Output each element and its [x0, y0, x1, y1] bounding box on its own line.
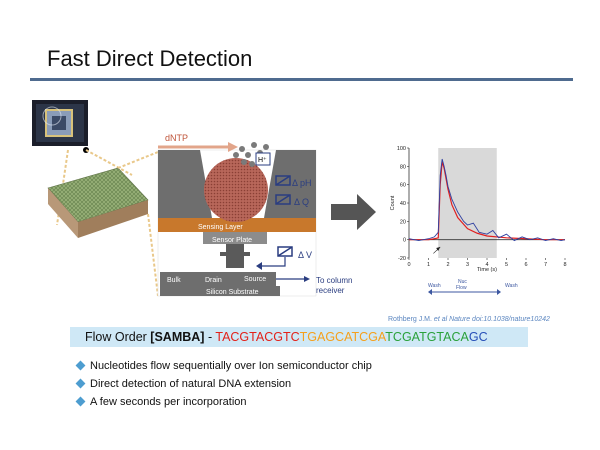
delta-q-label: Δ Q [294, 197, 309, 207]
ion-well-diagram [157, 149, 317, 297]
receiver-label: receiver [316, 286, 345, 295]
x-tick-label: 3 [466, 262, 469, 268]
drain-label: Drain [205, 277, 222, 284]
flow-order-sequence: TACGTACGTCTGAGCATCGATCGATGTACAGC [215, 330, 487, 344]
x-tick-label: 7 [544, 262, 547, 268]
series-line-2 [408, 158, 566, 242]
delta-v-label: Δ V [298, 250, 312, 260]
y-tick-label: 80 [400, 164, 406, 170]
flow-order-name: [SAMBA] [150, 330, 205, 344]
x-axis-label: Time (s) [477, 267, 497, 273]
feedback-line [262, 257, 286, 267]
phase-label-wash-1: Wash [428, 283, 441, 289]
feedback-arrowhead [256, 262, 262, 270]
flow-order-text: Flow Order [SAMBA] - TACGTACGTCTGAGCATCG… [85, 330, 488, 344]
sequence-segment: TACGTACGTC [215, 330, 300, 344]
dntp-label: dNTP [165, 133, 188, 143]
flow-order-bar [70, 327, 528, 347]
citation-ref: et al Nature doi:10.1038/nature10242 [433, 316, 550, 323]
chip-photo [32, 100, 88, 146]
sequence-segment: TCGATGTACA [385, 330, 469, 344]
title-divider [30, 78, 573, 81]
source-label: Source [244, 276, 266, 283]
y-tick-label: 60 [400, 183, 406, 189]
y-tick-label: 100 [397, 146, 406, 152]
delta-ph-label: Δ pH [292, 178, 312, 188]
sequence-segment: GC [468, 330, 488, 344]
h-plus-box [255, 152, 271, 166]
x-tick-label: 4 [485, 262, 488, 268]
y-tick-label: 20 [400, 219, 406, 225]
dna-bead [204, 158, 268, 222]
series-line-1 [409, 161, 565, 241]
zoom-line-upper [117, 151, 159, 169]
diamond-icon [75, 360, 86, 371]
nucleotide-molecules [233, 142, 269, 167]
x-tick-label: 6 [524, 262, 527, 268]
x-tick-label: 8 [563, 262, 566, 268]
sensor-grid [47, 167, 149, 238]
nuc-flow-region [438, 148, 497, 258]
bulk-label: Bulk [167, 277, 181, 284]
sensor-symbol-q [275, 194, 291, 205]
onset-pointer-head [436, 247, 441, 251]
citation-authors: Rothberg J.M. [388, 316, 432, 323]
citation: Rothberg J.M. et al Nature doi:10.1038/n… [388, 316, 550, 323]
sensor-plate-label: Sensor Plate [212, 237, 252, 244]
phase-label-wash-2: Wash [505, 283, 518, 289]
bullet-item: Nucleotides flow sequentially over Ion s… [75, 357, 372, 375]
sensing-layer-label: Sensing Layer [198, 224, 243, 231]
zoom-line-top [85, 149, 133, 176]
silicon-substrate-label: Silicon Substrate [206, 289, 259, 296]
sensor-symbol-v [277, 246, 293, 257]
phase-arrows [428, 289, 501, 295]
flow-arrow-icon [331, 194, 376, 230]
h-plus-label: H⁺ [258, 157, 267, 164]
y-tick-label: 40 [400, 201, 406, 207]
sensor-symbol-ph [275, 175, 291, 186]
flow-order-dash: - [204, 330, 216, 344]
phase-label-nuc: Nuc Flow [456, 279, 467, 291]
diamond-icon [75, 396, 86, 407]
diamond-icon [75, 378, 86, 389]
zoom-line-lower [147, 213, 159, 297]
bullet-item: A few seconds per incorporation [75, 393, 372, 411]
bullet-list: Nucleotides flow sequentially over Ion s… [75, 357, 372, 411]
y-tick-label: 0 [403, 238, 406, 244]
x-tick-label: 5 [505, 262, 508, 268]
x-tick-label: 1 [427, 262, 430, 268]
flow-order-prefix: Flow Order [85, 330, 151, 344]
dntp-arrow [158, 142, 238, 152]
x-tick-label: 0 [407, 262, 410, 268]
output-arrowhead [304, 276, 310, 282]
x-tick-label: 2 [446, 262, 449, 268]
to-column-label: To column [316, 276, 352, 285]
y-tick-label: -20 [398, 256, 406, 262]
bullet-item: Direct detection of natural DNA extensio… [75, 375, 372, 393]
slide-title: Fast Direct Detection [47, 46, 253, 71]
y-axis-label: Count [390, 195, 396, 210]
sequence-segment: TGAGCATCGA [299, 330, 386, 344]
